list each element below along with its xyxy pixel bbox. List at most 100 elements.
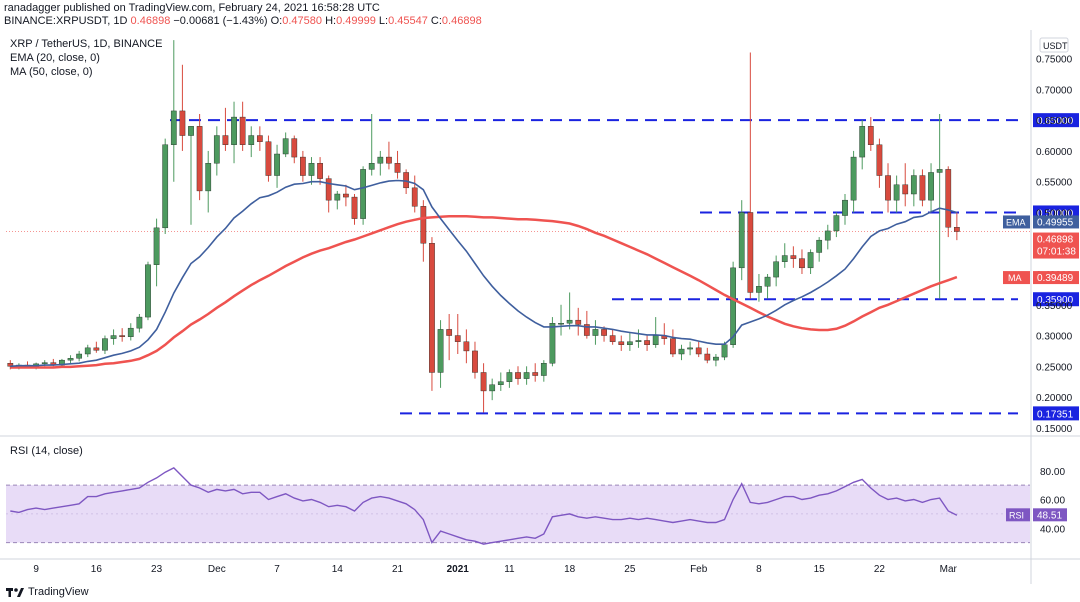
ema-line xyxy=(10,179,958,368)
price-tick-label: 0.75000 xyxy=(1036,55,1073,66)
candle-body xyxy=(446,329,453,336)
candle-body xyxy=(644,340,650,345)
legend: XRP / TetherUS, 1D, BINANCE EMA (20, clo… xyxy=(10,38,162,457)
candle-body xyxy=(506,372,513,382)
candle-body xyxy=(601,329,607,336)
candle-body xyxy=(816,239,823,253)
candle-body xyxy=(291,138,298,158)
rsi-panel xyxy=(6,467,1030,545)
candle-body xyxy=(386,156,392,164)
high-value: 0.49999 xyxy=(336,15,376,27)
candle-body xyxy=(945,169,952,228)
candle-body xyxy=(704,353,711,361)
candle-body xyxy=(781,255,788,262)
candle-body xyxy=(334,193,341,201)
candle-body xyxy=(799,258,805,269)
candle-body xyxy=(145,264,151,318)
candle-body xyxy=(454,335,461,342)
symbol-label: BINANCE:XRPUSDT, 1D xyxy=(4,15,128,27)
candle-body xyxy=(928,172,934,201)
low-value: 0.45547 xyxy=(388,15,428,27)
level-label: 0.35900 xyxy=(1037,295,1074,306)
time-tick-label: 21 xyxy=(392,564,404,575)
candle-body xyxy=(265,141,272,176)
countdown-label: 07:01:38 xyxy=(1037,247,1076,258)
ema-value-label: 0.49955 xyxy=(1037,217,1074,228)
candle-body xyxy=(893,184,900,201)
candle-body xyxy=(713,356,719,361)
price-axis[interactable]: 0.75000 0.70000 0.65000 0.60000 0.55000 0.500… xyxy=(1003,37,1079,535)
candle-body xyxy=(583,324,590,336)
time-tick-label: 22 xyxy=(874,564,886,575)
candle-body xyxy=(833,215,840,232)
time-axis[interactable]: 9 16 23 Dec 7 14 21 2021 11 18 25 Feb 8 15 22 Mar xyxy=(33,564,957,575)
candlestick-series xyxy=(7,40,960,413)
candle-body xyxy=(626,341,633,345)
low-label: L: xyxy=(378,15,389,27)
price-tick-label: 0.60000 xyxy=(1036,147,1073,158)
price-tick-label: 0.65000 xyxy=(1036,116,1073,127)
price-chart[interactable]: 0.65000 0.50000 0.35900 0.17351 0.75000 0.70… xyxy=(0,30,1080,584)
candle-body xyxy=(188,126,194,136)
candle-body xyxy=(695,347,702,355)
candle-body xyxy=(807,252,814,269)
candle-body xyxy=(867,126,874,145)
candle-body xyxy=(351,196,358,219)
candle-body xyxy=(910,175,917,195)
candle-body xyxy=(575,319,582,325)
close-label: C: xyxy=(430,15,442,27)
time-tick-label: Mar xyxy=(940,564,958,575)
candle-body xyxy=(377,156,384,164)
unit-label: USDT xyxy=(1043,41,1068,51)
price-tick-label: 0.50000 xyxy=(1036,208,1073,219)
candle-body xyxy=(678,348,685,355)
candle-body xyxy=(558,323,564,325)
time-tick-label: 8 xyxy=(756,564,762,575)
candle-body xyxy=(764,276,771,287)
candle-body xyxy=(403,172,410,189)
ma-name-badge xyxy=(1003,271,1030,285)
level-label: 0.17351 xyxy=(1037,409,1074,420)
candle-body xyxy=(721,344,728,358)
candle-body xyxy=(170,110,177,145)
ma-value-label: 0.39489 xyxy=(1037,273,1074,284)
candle-body xyxy=(394,163,401,173)
footer[interactable]: TradingView xyxy=(6,584,89,600)
candle-body xyxy=(153,227,160,265)
candle-body xyxy=(368,163,375,170)
candle-body xyxy=(566,319,573,324)
candle-body xyxy=(936,169,943,173)
candle-body xyxy=(231,116,237,145)
legend-ma: MA (50, close, 0) xyxy=(10,66,93,78)
level-label: 0.65000 xyxy=(1037,116,1074,127)
candle-body xyxy=(842,199,848,216)
time-tick-label: 23 xyxy=(151,564,163,575)
candle-body xyxy=(282,138,289,155)
time-tick-label: 9 xyxy=(33,564,39,575)
time-tick-label: 14 xyxy=(332,564,344,575)
candle-body xyxy=(317,163,323,179)
unit-badge xyxy=(1039,37,1069,53)
candle-body xyxy=(127,327,134,337)
candle-body xyxy=(790,255,797,259)
price-tick-label: 0.55000 xyxy=(1036,178,1073,189)
candle-body xyxy=(515,372,521,379)
candle-body xyxy=(93,347,100,351)
candle-body xyxy=(274,153,280,176)
candle-body xyxy=(76,353,83,359)
footer-brand: TradingView xyxy=(28,586,89,598)
candle-body xyxy=(480,372,487,392)
rsi-tick-label: 60.00 xyxy=(1040,496,1065,507)
level-badge xyxy=(1033,113,1079,128)
time-tick-label: 2021 xyxy=(447,564,470,575)
candle-body xyxy=(437,329,444,373)
candle-body xyxy=(84,347,91,355)
candle-body xyxy=(248,135,255,145)
candle-body xyxy=(411,187,418,207)
candle-body xyxy=(850,156,857,201)
candle-body xyxy=(756,286,762,293)
time-tick-label: 16 xyxy=(91,564,103,575)
candle-body xyxy=(635,340,642,342)
candle-body xyxy=(360,169,366,219)
gridlines xyxy=(0,30,1080,584)
